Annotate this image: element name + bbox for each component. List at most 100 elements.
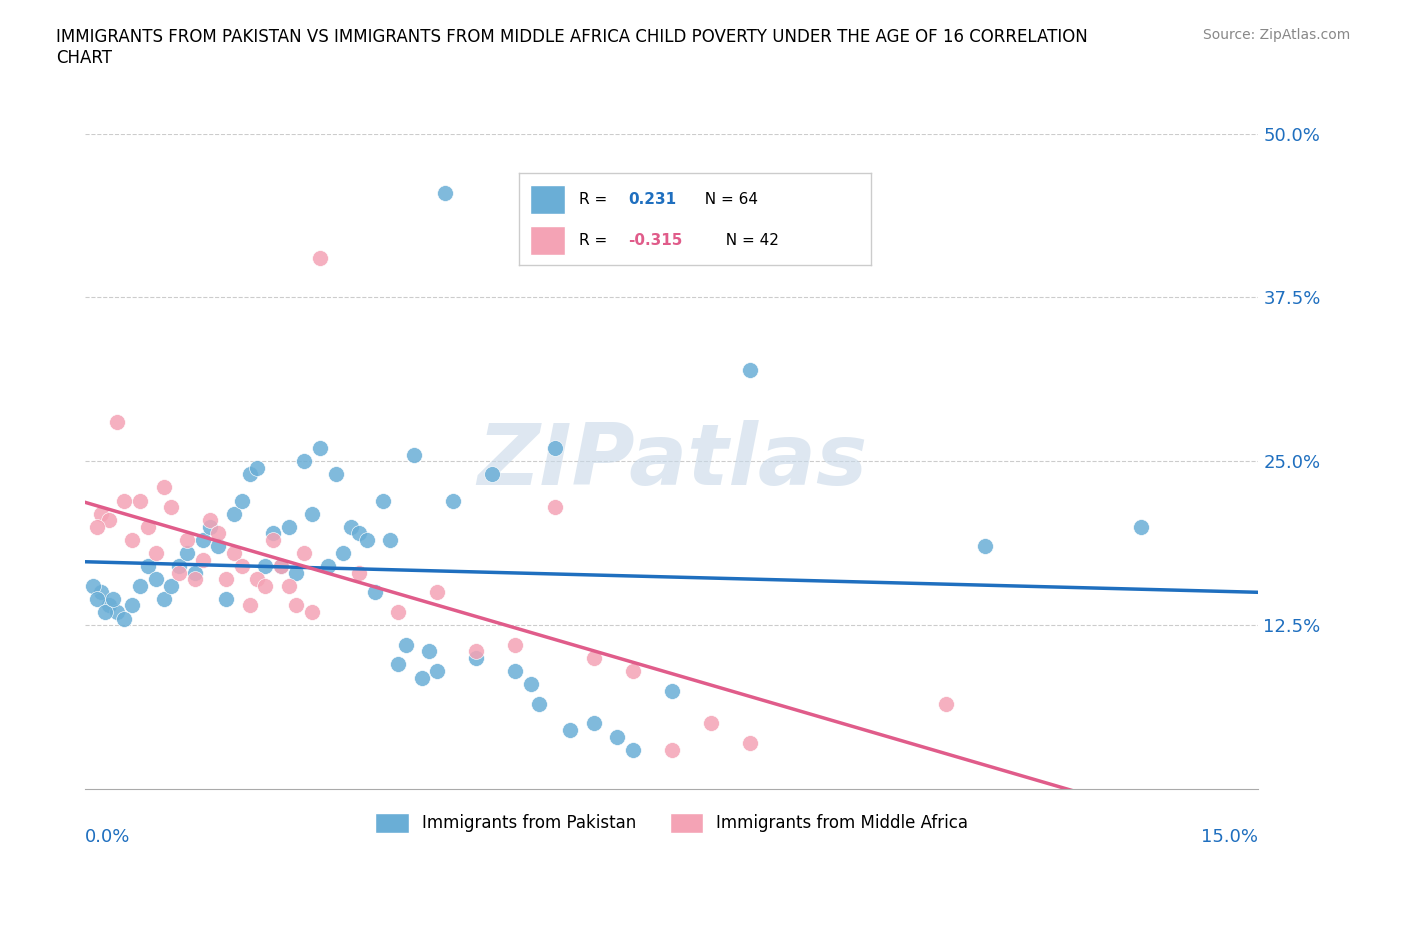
- Point: [254, 578, 277, 593]
- Point: [1130, 519, 1153, 534]
- Point: [505, 663, 527, 678]
- Point: [82, 578, 104, 593]
- Point: [292, 546, 315, 561]
- Point: [112, 493, 135, 508]
- Point: [129, 493, 152, 508]
- Point: [661, 742, 683, 757]
- Point: [426, 585, 449, 600]
- Point: [441, 493, 464, 508]
- Point: [254, 559, 277, 574]
- Point: [184, 565, 207, 580]
- Point: [246, 572, 269, 587]
- Point: [395, 637, 418, 652]
- Point: [200, 519, 222, 534]
- Point: [262, 525, 284, 540]
- Point: [215, 572, 238, 587]
- Point: [145, 572, 167, 587]
- Point: [184, 572, 207, 587]
- Point: [380, 533, 402, 548]
- Point: [387, 657, 409, 671]
- Point: [86, 591, 108, 606]
- Point: [246, 460, 269, 475]
- Point: [371, 493, 394, 508]
- Point: [152, 591, 174, 606]
- Point: [340, 519, 363, 534]
- Point: [301, 604, 323, 619]
- Point: [434, 185, 457, 200]
- Point: [105, 415, 128, 430]
- Point: [86, 519, 108, 534]
- Point: [738, 362, 761, 377]
- Point: [402, 447, 425, 462]
- Text: IMMIGRANTS FROM PAKISTAN VS IMMIGRANTS FROM MIDDLE AFRICA CHILD POVERTY UNDER TH: IMMIGRANTS FROM PAKISTAN VS IMMIGRANTS F…: [56, 28, 1088, 67]
- Point: [101, 591, 124, 606]
- Point: [121, 533, 143, 548]
- Point: [160, 578, 183, 593]
- Point: [426, 663, 449, 678]
- Point: [94, 604, 117, 619]
- Point: [325, 467, 347, 482]
- Point: [606, 729, 628, 744]
- Point: [112, 611, 135, 626]
- Point: [191, 552, 214, 567]
- Point: [465, 644, 488, 658]
- Point: [285, 598, 308, 613]
- Point: [176, 533, 198, 548]
- Point: [316, 559, 339, 574]
- Point: [411, 671, 433, 685]
- Point: [520, 677, 543, 692]
- Point: [231, 559, 253, 574]
- Point: [200, 512, 222, 527]
- Point: [543, 441, 565, 456]
- Point: [136, 519, 159, 534]
- Point: [191, 533, 214, 548]
- Point: [363, 585, 385, 600]
- Point: [301, 506, 323, 521]
- Point: [481, 467, 503, 482]
- Point: [309, 251, 332, 266]
- Point: [90, 585, 112, 600]
- Point: [418, 644, 440, 658]
- Point: [270, 559, 292, 574]
- Point: [582, 716, 605, 731]
- Point: [465, 650, 488, 665]
- Point: [543, 499, 565, 514]
- Text: 0.0%: 0.0%: [86, 829, 131, 846]
- Point: [661, 684, 683, 698]
- Point: [167, 559, 190, 574]
- Point: [309, 441, 332, 456]
- Legend: Immigrants from Pakistan, Immigrants from Middle Africa: Immigrants from Pakistan, Immigrants fro…: [368, 806, 974, 840]
- Point: [207, 539, 229, 554]
- Point: [935, 697, 957, 711]
- Point: [215, 591, 238, 606]
- Point: [207, 525, 229, 540]
- Point: [97, 598, 120, 613]
- Point: [145, 546, 167, 561]
- Point: [90, 506, 112, 521]
- Point: [136, 559, 159, 574]
- Point: [129, 578, 152, 593]
- Point: [621, 742, 644, 757]
- Point: [270, 559, 292, 574]
- Text: Source: ZipAtlas.com: Source: ZipAtlas.com: [1202, 28, 1350, 42]
- Point: [332, 546, 354, 561]
- Point: [277, 519, 299, 534]
- Point: [121, 598, 143, 613]
- Point: [231, 493, 253, 508]
- Point: [222, 546, 245, 561]
- Point: [176, 546, 198, 561]
- Point: [285, 565, 308, 580]
- Point: [105, 604, 128, 619]
- Point: [621, 663, 644, 678]
- Point: [560, 723, 582, 737]
- Point: [262, 533, 284, 548]
- Point: [527, 697, 550, 711]
- Point: [238, 467, 260, 482]
- Point: [160, 499, 183, 514]
- Point: [700, 716, 723, 731]
- Point: [356, 533, 378, 548]
- Text: 15.0%: 15.0%: [1202, 829, 1258, 846]
- Point: [973, 539, 995, 554]
- Point: [738, 736, 761, 751]
- Point: [582, 650, 605, 665]
